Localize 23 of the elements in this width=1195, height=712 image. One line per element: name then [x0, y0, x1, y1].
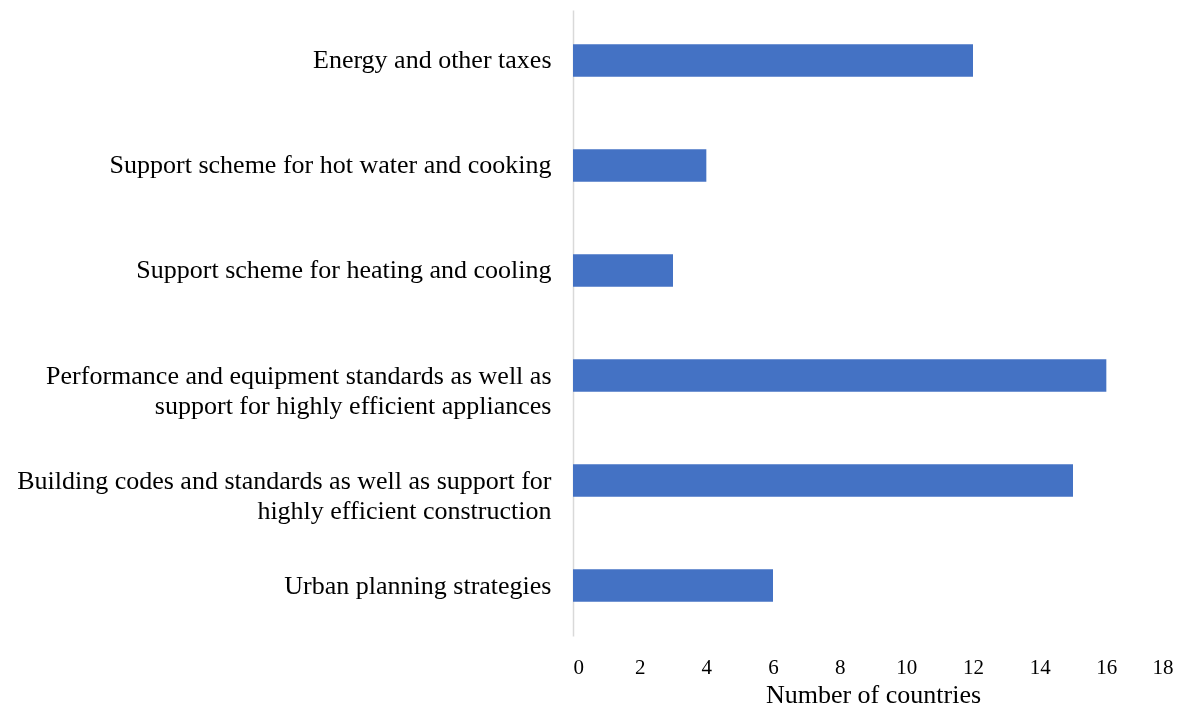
x-tick-label: 2 — [634, 654, 646, 679]
x-tick-label: 4 — [701, 654, 713, 679]
x-tick-label: 18 — [1152, 654, 1174, 679]
x-tick-label: 16 — [1096, 654, 1118, 679]
bar — [573, 464, 1073, 497]
x-tick-label: 6 — [768, 654, 779, 679]
y-tick-label: Support scheme for heating and cooling — [136, 255, 552, 285]
x-tick-label: 12 — [963, 654, 984, 679]
x-axis-title: Number of countries — [765, 679, 982, 709]
bar — [573, 359, 1107, 392]
bar — [573, 44, 973, 77]
x-tick-label: 8 — [834, 654, 846, 679]
y-tick-label: Energy and other taxes — [313, 45, 552, 75]
x-tick-label: 10 — [896, 654, 918, 679]
y-tick-label: Urban planning strategies — [284, 570, 552, 600]
y-tick-label: Performance and equipment standards as well as support for highly efficient appliances — [46, 360, 552, 420]
y-tick-label: Building codes and standards as well as support for highly efficient construction — [17, 465, 552, 525]
bar — [573, 149, 707, 182]
x-tick-label: 14 — [1029, 654, 1052, 679]
x-tick-label: 0 — [573, 654, 584, 679]
y-tick-label: Support scheme for hot water and cooking — [109, 150, 552, 180]
bar — [573, 254, 673, 287]
bar — [573, 569, 773, 602]
